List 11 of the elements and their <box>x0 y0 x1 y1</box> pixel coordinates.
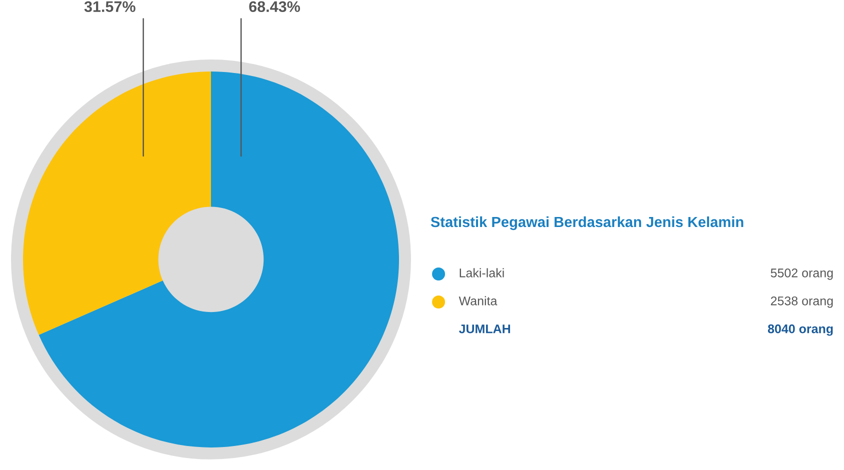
donut-slice <box>23 71 211 335</box>
legend-label: Laki-laki <box>460 268 504 278</box>
donut-slice <box>38 71 399 448</box>
text: JUMLAH <box>458 324 510 334</box>
text: 2538 orang <box>770 296 833 308</box>
data-label: 31.57% <box>84 1 136 12</box>
text: Statistik Pegawai Berdasarkan Jenis Kelamin <box>430 216 744 230</box>
text: 5502 orang <box>770 268 833 280</box>
data-label: 68.43% <box>249 1 300 12</box>
text: 8040 orang <box>768 324 833 336</box>
legend-label: Wanita <box>458 296 498 306</box>
